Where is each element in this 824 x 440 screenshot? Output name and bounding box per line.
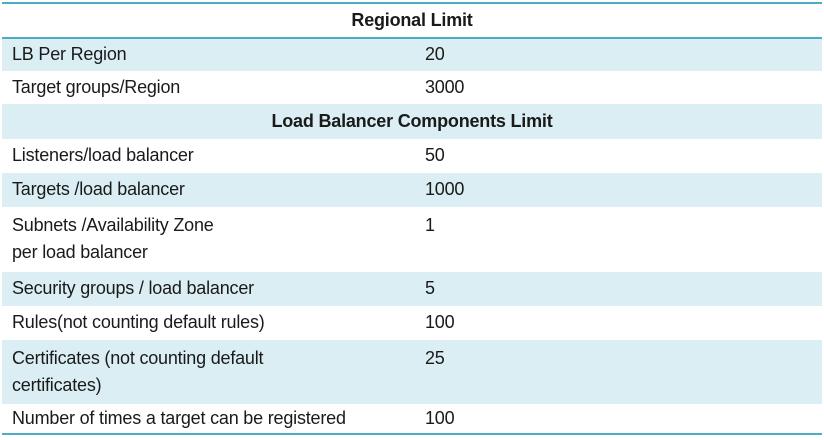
table-row: Number of times a target can be register…: [2, 404, 822, 433]
limit-value: 3000: [425, 77, 465, 97]
limit-label: LB Per Region: [12, 44, 127, 64]
limit-value: 20: [425, 44, 445, 64]
limit-label: Subnets /Availability Zone per load bala…: [12, 215, 214, 262]
limit-label: Target groups/Region: [12, 77, 181, 97]
limit-label: Certificates (not counting default certi…: [12, 348, 264, 395]
limit-label: Targets /load balancer: [12, 179, 185, 199]
limit-value: 25: [425, 348, 445, 368]
table-row: Target groups/Region 3000: [2, 71, 822, 104]
limits-table: Regional Limit LB Per Region 20 Target g…: [2, 2, 822, 435]
limit-value: 50: [425, 145, 445, 165]
table-row: Targets /load balancer 1000: [2, 173, 822, 207]
limit-label: Number of times a target can be register…: [12, 408, 346, 428]
table-row: Certificates (not counting default certi…: [2, 340, 822, 404]
table-row: Subnets /Availability Zone per load bala…: [2, 207, 822, 272]
limit-value: 1000: [425, 179, 465, 199]
limit-value: 100: [425, 312, 455, 332]
limit-value: 1: [425, 215, 435, 235]
table-row: LB Per Region 20: [2, 39, 822, 71]
limit-label: Rules(not counting default rules): [12, 312, 265, 332]
section-header-regional-limit: Regional Limit: [2, 4, 822, 39]
table-row: Listeners/load balancer 50: [2, 139, 822, 173]
limit-value: 100: [425, 408, 455, 428]
limit-value: 5: [425, 278, 435, 298]
table-row: Security groups / load balancer 5: [2, 272, 822, 306]
table-row: Rules(not counting default rules) 100: [2, 306, 822, 340]
limit-label: Security groups / load balancer: [12, 278, 254, 298]
limit-label: Listeners/load balancer: [12, 145, 194, 165]
section-header-components-limit: Load Balancer Components Limit: [2, 104, 822, 139]
